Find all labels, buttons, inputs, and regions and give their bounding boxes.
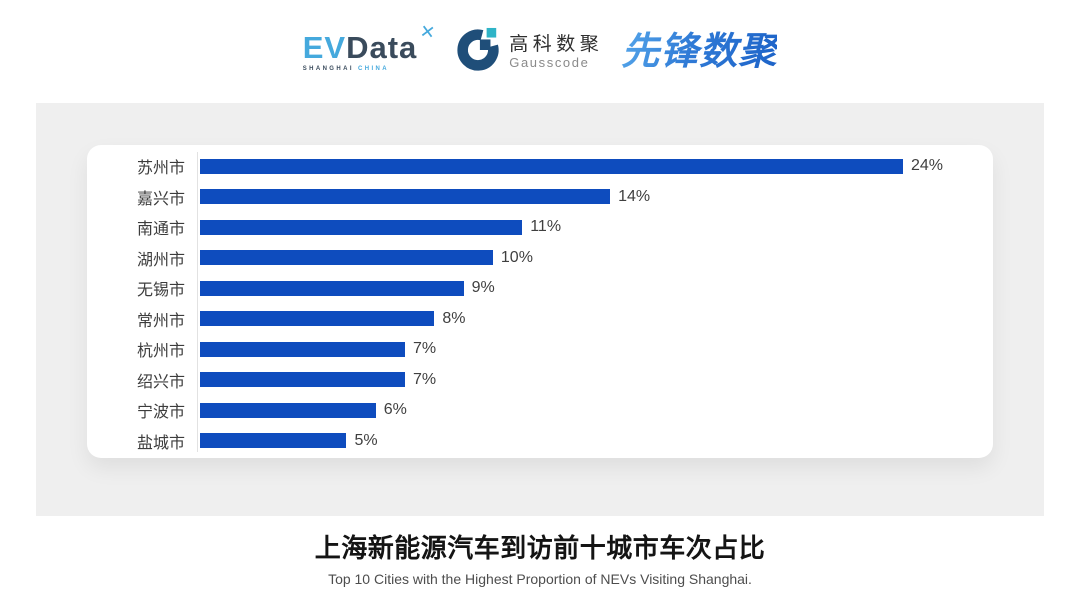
pioneer-logo: 先锋数聚 — [621, 31, 778, 73]
evdata-sub-text: SHANGHAI CHINA — [303, 66, 418, 72]
chart-row: 宁波市 6% — [87, 395, 993, 426]
bar-track: 7% — [200, 340, 903, 358]
evdata-word-ev: EV — [302, 30, 347, 65]
evdata-x-icon: ✕ — [418, 21, 437, 43]
bar-track: 6% — [200, 401, 903, 419]
chart-title: 上海新能源汽车到访前十城市车次占比 — [314, 533, 766, 563]
category-label: 绍兴市 — [136, 373, 185, 391]
chart-row: 绍兴市 7% — [87, 365, 993, 396]
chart-row: 杭州市 7% — [87, 334, 993, 365]
chart-row: 苏州市 24% — [87, 151, 993, 182]
evdata-wordmark: EVData — [303, 32, 418, 63]
chart-subtitle: Top 10 Cities with the Highest Proportio… — [328, 571, 752, 587]
chart-row: 湖州市 10% — [87, 243, 993, 274]
value-label: 7% — [413, 370, 437, 388]
bar — [200, 280, 464, 296]
bar — [200, 433, 347, 449]
bar — [200, 219, 523, 235]
chart-row: 盐城市 5% — [87, 426, 993, 457]
bar-chart: 苏州市 24% 嘉兴市 14% 南通市 11% 湖州市 10% 无锡市 9% 常州市 8% 杭州市 7% 绍… — [87, 145, 993, 458]
bar-track: 11% — [200, 218, 903, 236]
bar — [200, 158, 903, 174]
gausscode-en-name: Gausscode — [509, 54, 590, 70]
evdata-sub-china: CHINA — [357, 66, 389, 72]
chart-panel: 苏州市 24% 嘉兴市 14% 南通市 11% 湖州市 10% 无锡市 9% 常州市 8% 杭州市 7% 绍… — [36, 103, 1044, 516]
chart-axis-line — [197, 152, 198, 452]
category-label: 南通市 — [136, 221, 185, 239]
bar — [200, 341, 406, 357]
category-label: 杭州市 — [136, 343, 185, 361]
value-label: 24% — [911, 157, 944, 175]
gausscode-g-icon — [455, 27, 501, 78]
pioneer-cn-wordmark: 先锋数聚 — [621, 31, 778, 73]
chart-row: 嘉兴市 14% — [87, 182, 993, 213]
bar — [200, 189, 611, 205]
chart-row: 无锡市 9% — [87, 273, 993, 304]
bar-track: 5% — [200, 432, 903, 450]
bar-track: 8% — [200, 310, 903, 328]
chart-row: 常州市 8% — [87, 304, 993, 335]
chart-rows: 苏州市 24% 嘉兴市 14% 南通市 11% 湖州市 10% 无锡市 9% 常州市 8% 杭州市 7% 绍… — [87, 151, 993, 456]
category-label: 常州市 — [136, 312, 185, 330]
gausscode-text: 高科数聚 Gausscode — [509, 34, 603, 70]
category-label: 嘉兴市 — [136, 190, 185, 208]
gausscode-logo: 高科数聚 Gausscode — [455, 27, 603, 78]
bar-track: 9% — [200, 279, 903, 297]
header-logo-row: EVData ✕ SHANGHAI CHINA 高科数聚 Gausscode 先… — [0, 21, 1080, 78]
category-label: 无锡市 — [136, 282, 185, 300]
value-label: 9% — [471, 279, 495, 297]
bar — [200, 250, 493, 266]
evdata-word-data: Data — [346, 30, 418, 65]
category-label: 宁波市 — [136, 404, 185, 422]
evdata-sub-shanghai: SHANGHAI — [302, 66, 354, 72]
category-label: 苏州市 — [136, 160, 185, 178]
bar — [200, 402, 376, 418]
gausscode-cn-name: 高科数聚 — [509, 33, 604, 55]
bar-track: 14% — [200, 188, 903, 206]
bar — [200, 311, 435, 327]
evdata-logo: EVData ✕ SHANGHAI CHINA — [303, 21, 438, 72]
category-label: 盐城市 — [136, 434, 185, 452]
value-label: 11% — [530, 218, 562, 236]
bar — [200, 372, 406, 388]
value-label: 6% — [383, 401, 407, 419]
bar-track: 10% — [200, 249, 903, 267]
chart-card: 苏州市 24% 嘉兴市 14% 南通市 11% 湖州市 10% 无锡市 9% 常州市 8% 杭州市 7% 绍… — [87, 145, 993, 458]
chart-row: 南通市 11% — [87, 212, 993, 243]
bar-track: 7% — [200, 371, 903, 389]
value-label: 8% — [442, 309, 466, 327]
category-label: 湖州市 — [136, 251, 185, 269]
bar-track: 24% — [200, 157, 943, 175]
value-label: 10% — [500, 248, 533, 266]
value-label: 14% — [618, 187, 651, 205]
value-label: 7% — [413, 340, 437, 358]
value-label: 5% — [354, 431, 378, 449]
